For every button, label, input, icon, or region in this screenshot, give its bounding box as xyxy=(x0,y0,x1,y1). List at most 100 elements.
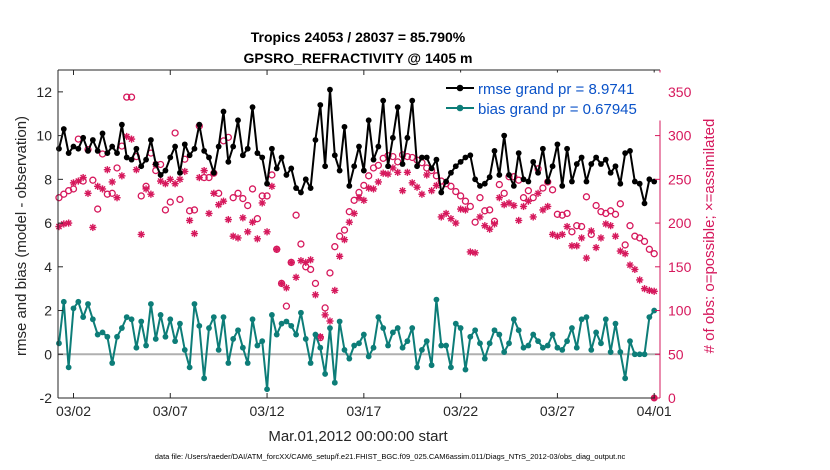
rmse-point xyxy=(438,189,445,196)
assimilated-obs-point xyxy=(437,213,445,221)
rmse-point xyxy=(404,134,411,141)
bias-point xyxy=(559,346,566,353)
assimilated-obs-point xyxy=(137,230,145,239)
possible-obs-point xyxy=(55,194,63,202)
possible-obs-point xyxy=(374,161,383,169)
rmse-point xyxy=(622,150,629,156)
assimilated-obs-point xyxy=(452,219,460,227)
rmse-point xyxy=(123,154,130,161)
assimilated-obs-point xyxy=(219,197,228,205)
rmse-point xyxy=(385,163,391,170)
assimilated-obs-point xyxy=(340,236,349,244)
bias-point xyxy=(89,316,96,323)
y-left-tick-label: 0 xyxy=(44,346,52,362)
bias-point xyxy=(99,329,106,336)
rmse-point xyxy=(651,178,658,185)
assimilated-obs-point xyxy=(277,279,286,288)
assimilated-obs-point xyxy=(210,189,218,197)
rmse-point xyxy=(215,143,222,150)
bias-point xyxy=(462,366,469,373)
bias-point xyxy=(399,344,406,351)
assimilated-obs-point xyxy=(592,243,600,252)
rmse-point xyxy=(448,169,454,176)
assimilated-obs-point xyxy=(423,171,431,179)
rmse-point xyxy=(544,178,551,185)
possible-obs-point xyxy=(548,186,557,194)
rmse-point xyxy=(322,163,329,170)
rmse-point xyxy=(133,145,140,152)
bias-point xyxy=(177,320,183,327)
bias-point xyxy=(510,316,517,323)
bias-point xyxy=(341,346,348,353)
bias-point xyxy=(94,331,101,338)
assimilated-obs-point xyxy=(248,218,257,226)
bias-point xyxy=(123,314,130,320)
assimilated-obs-point xyxy=(461,206,470,214)
bias-point xyxy=(114,333,120,340)
chart-title-line1: Tropics 24053 / 28037 = 85.790% xyxy=(251,29,466,45)
assimilated-obs-point xyxy=(578,234,586,242)
x-tick-label: 03/27 xyxy=(540,403,575,419)
assimilated-obs-point xyxy=(365,184,373,192)
x-tick-label: 03/07 xyxy=(153,403,188,419)
bias-point xyxy=(351,342,358,349)
bias-point xyxy=(385,342,391,349)
assimilated-obs-point xyxy=(147,190,155,198)
possible-obs-point xyxy=(297,240,305,248)
bias-point xyxy=(404,338,411,345)
possible-obs-point xyxy=(166,198,174,206)
assimilated-obs-point xyxy=(587,227,595,235)
possible-obs-point xyxy=(60,190,68,198)
assimilated-obs-point xyxy=(510,201,518,210)
assimilated-obs-point xyxy=(302,258,310,267)
assimilated-obs-point xyxy=(292,273,300,281)
bias-point xyxy=(520,344,527,351)
rmse-point xyxy=(225,158,232,165)
bias-point xyxy=(612,320,619,327)
possible-obs-point xyxy=(190,206,199,214)
rmse-point xyxy=(452,163,459,170)
rmse-point xyxy=(249,104,256,111)
possible-obs-point xyxy=(452,187,460,196)
bias-point xyxy=(544,342,551,349)
y-left-tick-label: 2 xyxy=(44,303,52,319)
assimilated-obs-point xyxy=(616,247,624,255)
possible-obs-point xyxy=(253,215,262,223)
bias-point xyxy=(598,340,604,347)
bias-point xyxy=(80,314,87,320)
possible-obs-point xyxy=(640,237,649,246)
possible-obs-point xyxy=(185,207,194,215)
assimilated-obs-point xyxy=(621,250,629,258)
bias-point xyxy=(148,301,154,307)
possible-obs-point xyxy=(331,243,339,251)
bias-point xyxy=(85,301,91,307)
bias-point xyxy=(380,325,387,331)
rmse-point xyxy=(564,145,570,152)
bias-point xyxy=(186,364,193,371)
bias-point xyxy=(196,322,203,329)
bias-point xyxy=(356,340,362,347)
bias-point xyxy=(588,346,595,353)
bias-point xyxy=(360,331,367,338)
possible-obs-point xyxy=(592,201,600,210)
bias-point xyxy=(583,314,590,320)
assimilated-obs-point xyxy=(316,333,324,341)
assimilated-obs-point xyxy=(568,242,576,250)
rmse-point xyxy=(288,165,295,172)
assimilated-obs-point xyxy=(442,209,450,218)
rmse-point xyxy=(428,165,435,172)
rmse-point xyxy=(80,134,87,141)
assimilated-obs-point xyxy=(539,206,547,214)
possible-obs-point xyxy=(611,210,620,218)
possible-obs-point xyxy=(205,173,213,182)
rmse-point xyxy=(346,182,353,189)
rmse-point xyxy=(89,137,96,143)
rmse-point xyxy=(341,123,348,130)
possible-obs-point xyxy=(621,241,629,249)
rmse-point xyxy=(477,182,483,189)
bias-point xyxy=(365,353,372,360)
possible-obs-point xyxy=(582,193,591,201)
bias-point xyxy=(477,340,483,347)
bias-point xyxy=(225,360,232,366)
assimilated-obs-point xyxy=(640,285,649,293)
